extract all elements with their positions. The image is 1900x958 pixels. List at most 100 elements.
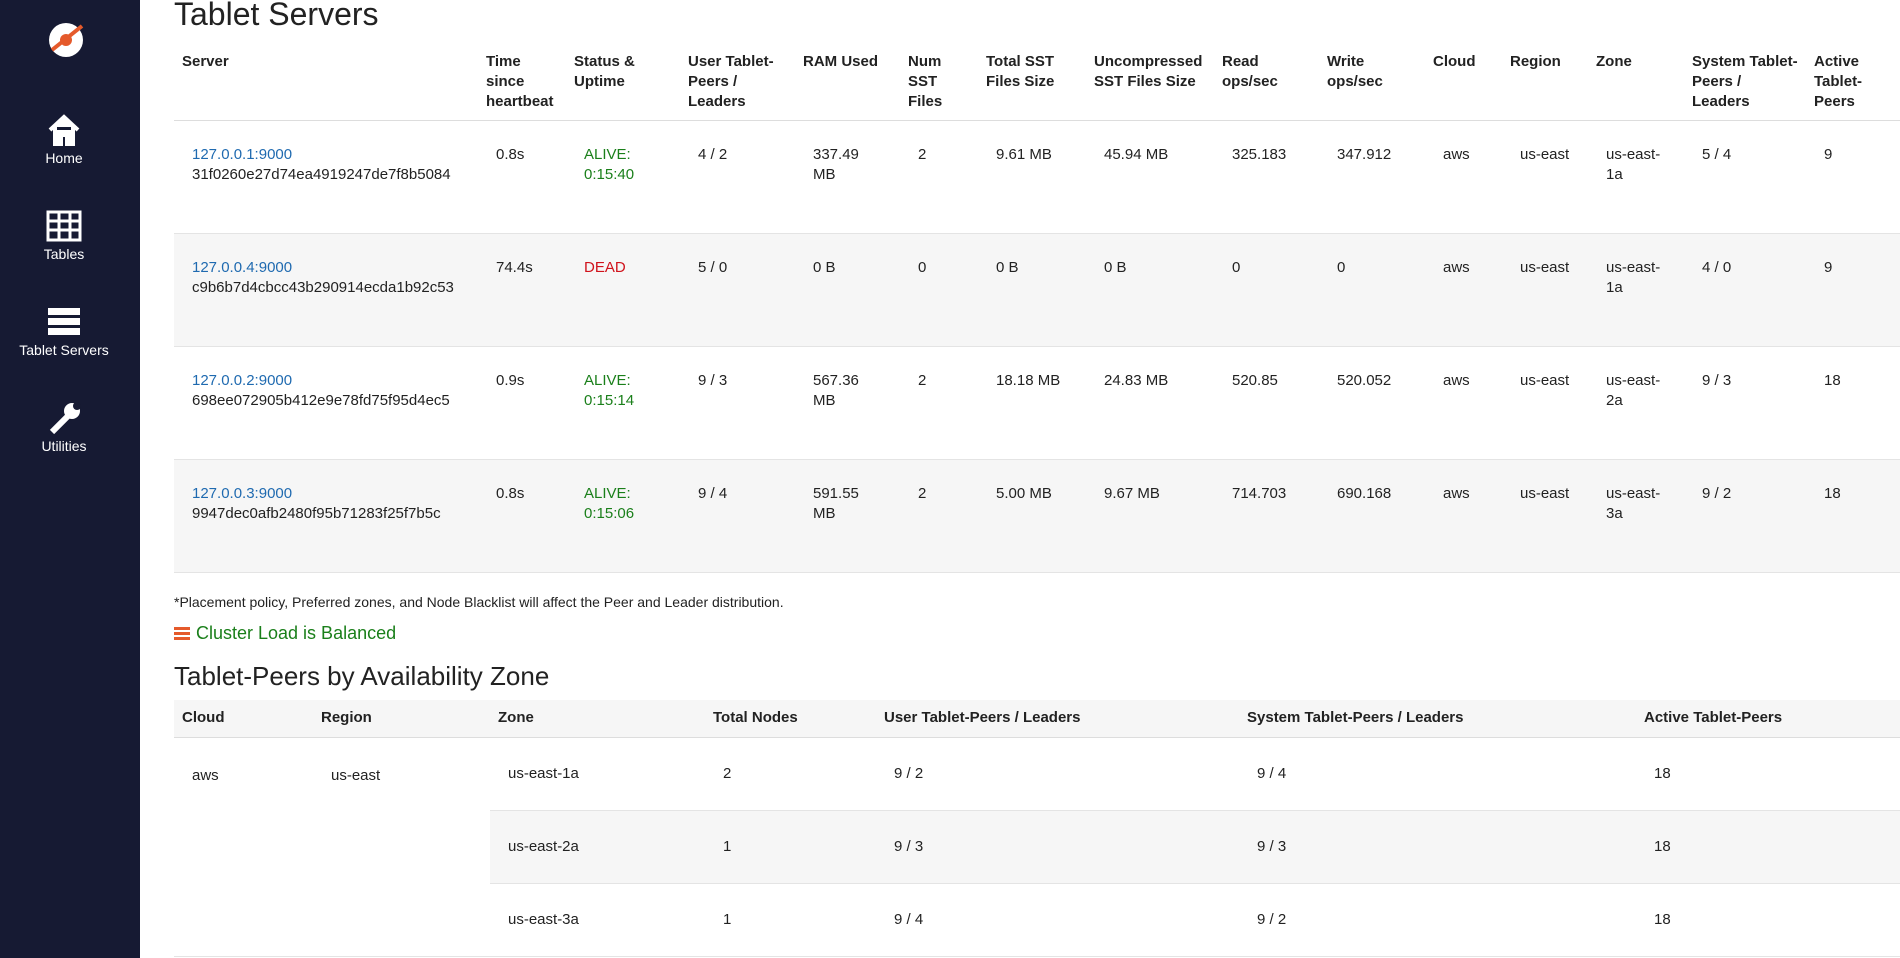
- server-link[interactable]: 127.0.0.3:9000: [192, 485, 293, 502]
- cell: us-east-1a: [1588, 233, 1684, 347]
- server-cell: 127.0.0.4:9000 c9b6b7d4cbcc43b290914ecda1…: [174, 233, 478, 347]
- cell: aws: [1425, 233, 1502, 347]
- cell: 520.052: [1319, 346, 1425, 460]
- status-cell: ALIVE: 0:15:14: [566, 346, 680, 460]
- column-header: Cloud: [174, 700, 313, 738]
- cell: 9: [1806, 233, 1900, 347]
- cell: 5.00 MB: [978, 459, 1086, 573]
- server-cell: 127.0.0.3:9000 9947dec0afb2480f95b71283f2…: [174, 459, 478, 573]
- column-header: Server: [174, 44, 478, 121]
- nav-label: Tablet Servers: [19, 342, 109, 358]
- cell: 18: [1636, 810, 1900, 884]
- column-header: Region: [313, 700, 490, 738]
- cell: 9: [1806, 120, 1900, 234]
- column-header: Zone: [490, 700, 705, 738]
- server-uuid: 9947dec0afb2480f95b71283f25f7b5c: [192, 505, 441, 522]
- server-row: 127.0.0.4:9000 c9b6b7d4cbcc43b290914ecda1…: [174, 233, 1900, 347]
- header-row: Server Time since heartbeat Status & Uptim…: [174, 44, 1900, 121]
- cell: 9 / 3: [680, 346, 795, 460]
- cell: 0: [1214, 233, 1319, 347]
- cell: aws: [1425, 459, 1502, 573]
- cell: 2: [900, 459, 978, 573]
- cell: 9 / 2: [876, 737, 1239, 811]
- cell: 9.67 MB: [1086, 459, 1214, 573]
- nav-home[interactable]: Home: [0, 114, 128, 166]
- server-link[interactable]: 127.0.0.4:9000: [192, 259, 293, 276]
- cell: 0 B: [795, 233, 900, 347]
- cell: 4 / 2: [680, 120, 795, 234]
- logo: [49, 23, 84, 57]
- cell: 337.49 MB: [795, 120, 900, 234]
- server-cell: 127.0.0.1:9000 31f0260e27d74ea4919247de7f…: [174, 120, 478, 234]
- column-header: Region: [1502, 44, 1588, 121]
- section-title: Tablet Servers: [174, 0, 379, 32]
- nav-label: Tables: [43, 246, 85, 262]
- balance-status: Cluster Load is Balanced: [174, 623, 396, 644]
- cell: 0.8s: [478, 120, 566, 234]
- status-cell: DEAD: [566, 233, 680, 347]
- region-cell: us-east: [313, 737, 490, 957]
- icon: [49, 402, 81, 434]
- column-header: Read ops/sec: [1214, 44, 1319, 121]
- cell: us-east: [1502, 120, 1588, 234]
- cell: us-east-2a: [490, 810, 705, 884]
- nav-label: Home: [45, 150, 83, 166]
- column-header: Total SST Files Size: [978, 44, 1086, 121]
- cell: 9 / 4: [680, 459, 795, 573]
- nav-tables[interactable]: Tables: [0, 210, 128, 262]
- server-link[interactable]: 127.0.0.1:9000: [192, 146, 293, 163]
- column-header: RAM Used: [795, 44, 900, 121]
- sidebar: Home Tables Tablet Servers Utilities: [0, 0, 140, 958]
- column-header: Uncompressed SST Files Size: [1086, 44, 1214, 121]
- cell: 18: [1806, 459, 1900, 573]
- column-header: System Tablet-Peers / Leaders: [1239, 700, 1636, 738]
- column-header: System Tablet-Peers / Leaders: [1684, 44, 1806, 121]
- nav-utilities[interactable]: Utilities: [0, 402, 128, 454]
- cell: 567.36 MB: [795, 346, 900, 460]
- cell: us-east-3a: [490, 883, 705, 957]
- cell: us-east-2a: [1588, 346, 1684, 460]
- column-header: Status & Uptime: [566, 44, 680, 121]
- nav-tablet-servers[interactable]: Tablet Servers: [0, 306, 128, 358]
- server-uuid: 698ee072905b412e9e78fd75f95d4ec5: [192, 392, 450, 409]
- balance-text: Cluster Load is Balanced: [196, 623, 397, 643]
- cell: 5 / 4: [1684, 120, 1806, 234]
- nav-label: Utilities: [41, 438, 87, 454]
- column-header: Active Tablet-Peers: [1636, 700, 1900, 738]
- cell: 18: [1636, 883, 1900, 957]
- cell: 24.83 MB: [1086, 346, 1214, 460]
- cell: 0.9s: [478, 346, 566, 460]
- column-header: Active Tablet-Peers: [1806, 44, 1900, 121]
- note: *Placement policy, Preferred zones, and …: [174, 594, 784, 610]
- cell: 9 / 2: [1684, 459, 1806, 573]
- cell: 1: [705, 883, 876, 957]
- status-cell: ALIVE: 0:15:40: [566, 120, 680, 234]
- cell: 0.8s: [478, 459, 566, 573]
- server-uuid: 31f0260e27d74ea4919247de7f8b5084: [192, 166, 451, 183]
- cell: 4 / 0: [1684, 233, 1806, 347]
- cell: 347.912: [1319, 120, 1425, 234]
- cell: aws: [1425, 346, 1502, 460]
- server-link[interactable]: 127.0.0.2:9000: [192, 372, 293, 389]
- servers-table: Server Time since heartbeat Status & Uptim…: [174, 44, 1900, 573]
- cell: 2: [705, 737, 876, 811]
- cell: 714.703: [1214, 459, 1319, 573]
- cell: 591.55 MB: [795, 459, 900, 573]
- icon: [48, 114, 80, 146]
- cell: us-east: [1502, 459, 1588, 573]
- status-cell: ALIVE: 0:15:06: [566, 459, 680, 573]
- server-row: 127.0.0.2:9000 698ee072905b412e9e78fd75f9…: [174, 346, 1900, 460]
- cell: 2: [900, 120, 978, 234]
- column-header: Total Nodes: [705, 700, 876, 738]
- cell: 325.183: [1214, 120, 1319, 234]
- cell: 9 / 3: [1684, 346, 1806, 460]
- cell: 9 / 2: [1239, 883, 1636, 957]
- cell: us-east: [1502, 346, 1588, 460]
- cell: aws: [1425, 120, 1502, 234]
- cell: 74.4s: [478, 233, 566, 347]
- column-header: Num SST Files: [900, 44, 978, 121]
